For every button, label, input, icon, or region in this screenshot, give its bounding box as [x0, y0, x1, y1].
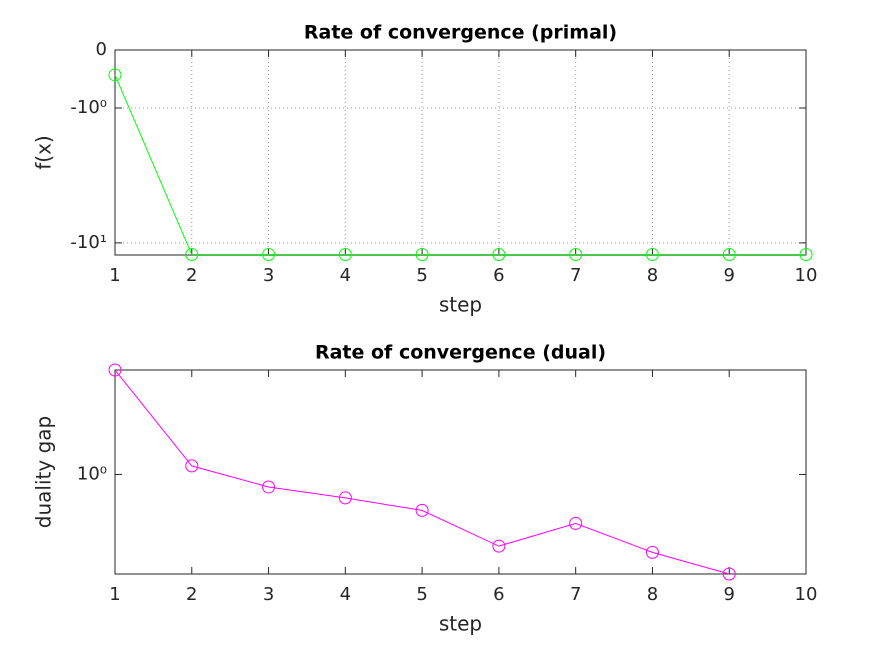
x-tick-label: 7	[570, 584, 581, 605]
y-tick-label: -10⁰	[70, 97, 107, 118]
x-tick-label: 5	[416, 265, 427, 286]
chart-title: Rate of convergence (dual)	[315, 342, 606, 364]
y-tick-label: 10⁰	[77, 463, 107, 484]
data-point	[185, 459, 199, 473]
data-point	[492, 248, 506, 262]
x-tick-label: 8	[647, 584, 658, 605]
x-axis-label: step	[439, 293, 482, 317]
data-line	[114, 369, 730, 575]
data-point	[722, 248, 736, 262]
data-point	[645, 545, 659, 559]
x-tick-label: 10	[795, 584, 818, 605]
chart-title: Rate of convergence (primal)	[304, 22, 617, 44]
x-tick-label: 10	[795, 265, 818, 286]
data-point	[262, 248, 276, 262]
data-point	[415, 248, 429, 262]
x-tick-label: 6	[493, 584, 504, 605]
data-point	[108, 68, 122, 82]
plot-area	[115, 370, 806, 574]
data-point	[262, 480, 276, 494]
y-axis-label: f(x)	[32, 135, 56, 169]
data-point	[415, 503, 429, 517]
x-tick-label: 9	[723, 584, 734, 605]
data-point	[338, 248, 352, 262]
y-tick-label: -10¹	[70, 232, 107, 253]
data-point	[645, 248, 659, 262]
data-point	[722, 567, 736, 581]
x-tick-label: 2	[186, 265, 197, 286]
data-point	[569, 248, 583, 262]
x-tick-label: 3	[263, 265, 274, 286]
data-point	[492, 539, 506, 553]
data-point	[338, 491, 352, 505]
plot-area	[115, 50, 806, 255]
data-line	[114, 74, 806, 256]
x-axis-label: step	[439, 612, 482, 636]
data-point	[108, 363, 122, 377]
axes-box	[114, 369, 807, 575]
data-point	[185, 248, 199, 262]
data-point	[569, 516, 583, 530]
data-point	[799, 248, 813, 262]
x-tick-label: 5	[416, 584, 427, 605]
x-tick-label: 1	[109, 265, 120, 286]
x-tick-label: 2	[186, 584, 197, 605]
y-axis-label: duality gap	[32, 416, 56, 528]
x-tick-label: 6	[493, 265, 504, 286]
x-tick-label: 8	[647, 265, 658, 286]
x-tick-label: 4	[340, 265, 351, 286]
x-tick-label: 1	[109, 584, 120, 605]
y-tick-label: 0	[96, 39, 107, 60]
x-tick-label: 4	[340, 584, 351, 605]
x-tick-label: 9	[723, 265, 734, 286]
x-tick-label: 3	[263, 584, 274, 605]
x-tick-label: 7	[570, 265, 581, 286]
